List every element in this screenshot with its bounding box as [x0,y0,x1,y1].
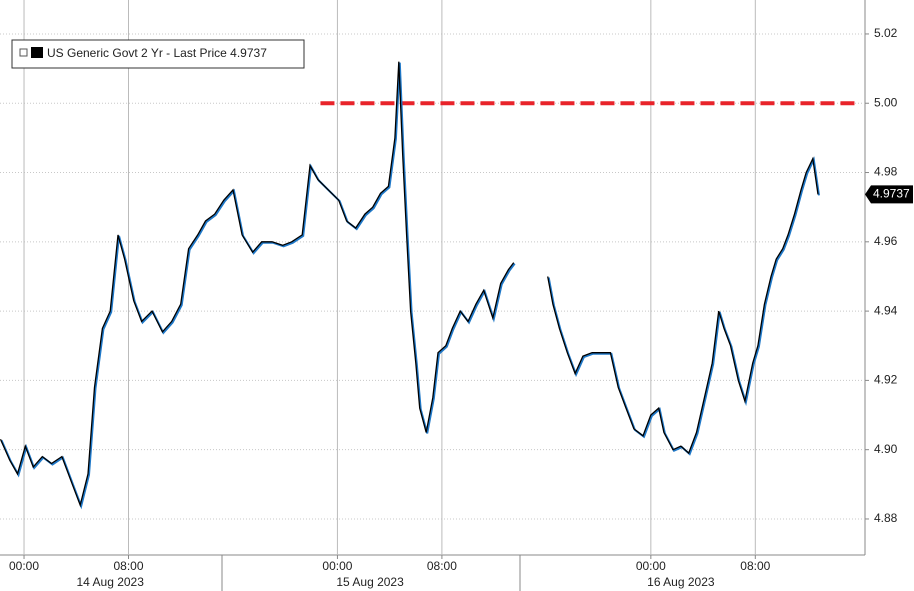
legend-label: US Generic Govt 2 Yr - Last Price 4.9737 [47,46,267,60]
x-tick-label: 00:00 [636,559,666,573]
legend-icon-frame [19,48,28,57]
last-price-tag: 4.9737 [873,187,910,201]
y-tick-label: 4.90 [874,442,898,456]
x-tick-label: 00:00 [322,559,352,573]
y-tick-label: 5.02 [874,26,898,40]
y-tick-label: 4.94 [874,303,898,317]
date-label: 15 Aug 2023 [336,575,404,589]
date-label: 16 Aug 2023 [647,575,715,589]
legend: US Generic Govt 2 Yr - Last Price 4.9737 [11,39,305,69]
date-label: 14 Aug 2023 [77,575,145,589]
y-tick-label: 4.92 [874,373,898,387]
legend-swatch [31,47,43,58]
y-tick-label: 4.98 [874,165,898,179]
series-line-shadow [0,62,820,510]
last-price-tag-bg [865,185,913,204]
x-tick-label: 00:00 [9,559,39,573]
y-tick-label: 4.96 [874,234,898,248]
series-line [0,61,819,508]
legend-box [11,39,305,69]
x-tick-label: 08:00 [740,559,770,573]
y-tick-label: 5.00 [874,95,898,109]
x-tick-label: 08:00 [427,559,457,573]
x-tick-label: 08:00 [113,559,143,573]
y-tick-label: 4.88 [874,511,898,525]
